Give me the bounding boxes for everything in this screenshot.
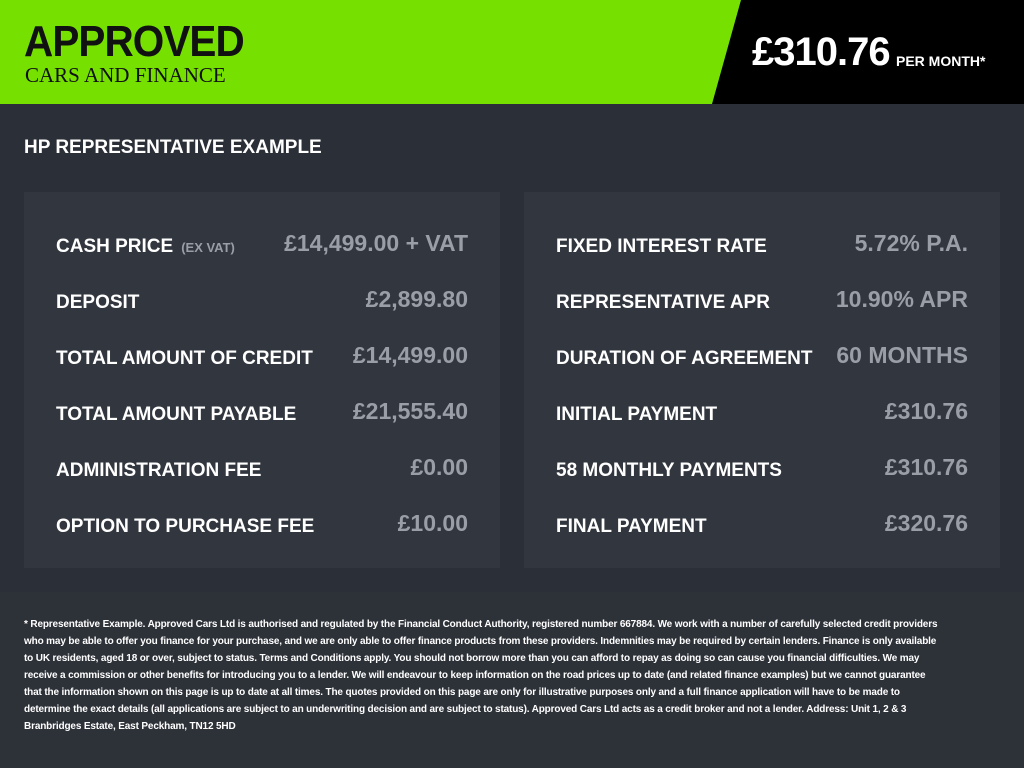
disclaimer-text: * Representative Example. Approved Cars …: [24, 619, 938, 732]
finance-row: DURATION OF AGREEMENT 60 MONTHS: [556, 342, 968, 372]
row-label-text: REPRESENTATIVE APR: [556, 292, 770, 313]
footer: * Representative Example. Approved Cars …: [0, 592, 1024, 768]
finance-row: OPTION TO PURCHASE FEE £10.00: [56, 510, 468, 540]
logo: APPROVED: [24, 17, 245, 66]
row-value: £310.76: [884, 398, 968, 424]
finance-row: CASH PRICE (EX VAT) £14,499.00 + VAT: [56, 230, 468, 260]
row-label: FINAL PAYMENT: [556, 516, 707, 538]
row-value: £2,899.80: [365, 286, 468, 312]
row-label-text: FIXED INTEREST RATE: [556, 236, 767, 257]
row-label: TOTAL AMOUNT PAYABLE: [56, 404, 296, 426]
finance-row: TOTAL AMOUNT OF CREDIT £14,499.00: [56, 342, 468, 372]
right-panel: FIXED INTEREST RATE 5.72% P.A. REPRESENTAT…: [524, 192, 1000, 568]
row-label: DEPOSIT: [56, 292, 139, 314]
finance-row: DEPOSIT £2,899.80: [56, 286, 468, 316]
row-value: £320.76: [884, 510, 968, 536]
row-label-text: FINAL PAYMENT: [556, 516, 707, 537]
row-value: £21,555.40: [352, 398, 468, 424]
row-label-text: TOTAL AMOUNT PAYABLE: [56, 404, 297, 425]
row-value: £310.76: [884, 454, 968, 480]
row-label-text: DEPOSIT: [56, 292, 140, 313]
row-label: REPRESENTATIVE APR: [556, 292, 770, 314]
row-label-text: CASH PRICE: [56, 236, 174, 257]
row-label: CASH PRICE (EX VAT): [56, 236, 235, 258]
row-value: £14,499.00: [352, 342, 468, 368]
row-label-text: INITIAL PAYMENT: [556, 404, 718, 425]
row-label: FIXED INTEREST RATE: [556, 236, 767, 258]
left-panel: CASH PRICE (EX VAT) £14,499.00 + VAT DEPOSI…: [24, 192, 500, 568]
row-value: £0.00: [410, 454, 468, 480]
row-sublabel: (EX VAT): [181, 240, 235, 255]
finance-row: FINAL PAYMENT £320.76: [556, 510, 968, 540]
row-label: TOTAL AMOUNT OF CREDIT: [56, 348, 313, 370]
row-label: DURATION OF AGREEMENT: [556, 348, 813, 370]
logo-subtitle: CARS AND FINANCE: [25, 63, 226, 87]
per-month-label: PER MONTH*: [896, 53, 986, 69]
finance-row: REPRESENTATIVE APR 10.90% APR: [556, 286, 968, 316]
row-label-text: DURATION OF AGREEMENT: [556, 348, 813, 369]
row-label-text: TOTAL AMOUNT OF CREDIT: [56, 348, 313, 369]
row-label-text: OPTION TO PURCHASE FEE: [56, 516, 315, 537]
row-label: ADMINISTRATION FEE: [56, 460, 261, 482]
finance-row: FIXED INTEREST RATE 5.72% P.A.: [556, 230, 968, 260]
header: APPROVED CARS AND FINANCE £310.76 PER MO…: [0, 0, 1024, 104]
finance-row: INITIAL PAYMENT £310.76: [556, 398, 968, 428]
row-value: 5.72% P.A.: [854, 230, 968, 256]
finance-row: ADMINISTRATION FEE £0.00: [56, 454, 468, 484]
section-title: HP REPRESENTATIVE EXAMPLE: [24, 137, 322, 158]
row-label-text: ADMINISTRATION FEE: [56, 460, 262, 481]
row-value: £14,499.00 + VAT: [284, 230, 468, 256]
row-value: 10.90% APR: [835, 286, 968, 312]
row-label: 58 MONTHLY PAYMENTS: [556, 460, 782, 482]
price-banner: [712, 0, 1024, 104]
finance-row: 58 MONTHLY PAYMENTS £310.76: [556, 454, 968, 484]
finance-row: TOTAL AMOUNT PAYABLE £21,555.40: [56, 398, 468, 428]
monthly-price: £310.76: [752, 30, 891, 74]
row-label-text: 58 MONTHLY PAYMENTS: [556, 460, 782, 481]
row-label: INITIAL PAYMENT: [556, 404, 717, 426]
row-value: 60 MONTHS: [836, 342, 968, 368]
row-value: £10.00: [397, 510, 468, 536]
row-label: OPTION TO PURCHASE FEE: [56, 516, 314, 538]
